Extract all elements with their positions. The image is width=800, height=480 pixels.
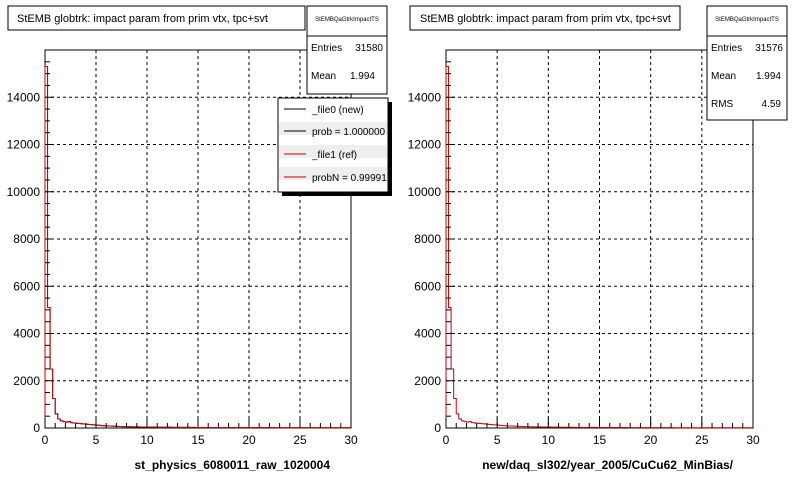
x-tick-label: 10 (140, 433, 154, 447)
y-tick-label: 0 (33, 421, 40, 435)
x-tick-label: 20 (242, 433, 256, 447)
stats-box-left: StEMBQaGtrkImpactTS Entries 31580 Mean 1… (306, 5, 388, 95)
y-tick-label: 2000 (414, 374, 441, 388)
title-left: StEMB globtrk: impact param from prim vt… (17, 13, 268, 25)
y-tick-label: 8000 (13, 232, 40, 246)
x-tick-label: 0 (42, 433, 49, 447)
y-tick-label: 4000 (414, 327, 441, 341)
stats-entries-value-left: 31580 (355, 43, 383, 54)
y-tick-label: 12000 (7, 138, 41, 152)
title-box-left (7, 5, 306, 31)
x-tick-label: 5 (494, 433, 501, 447)
y-tick-label: 0 (434, 421, 441, 435)
stats-rms-value-right: 4.59 (762, 99, 782, 110)
stats-name-left: StEMBQaGtrkImpactTS (315, 17, 379, 23)
stats-mean-label-right: Mean (711, 71, 736, 82)
x-tick-label: 5 (93, 433, 100, 447)
legend-label-probN: probN = 0.99991 (312, 173, 387, 184)
x-tick-label: 15 (593, 433, 607, 447)
x-tick-label: 25 (293, 433, 307, 447)
y-tick-label: 8000 (414, 232, 441, 246)
y-tick-label: 6000 (13, 279, 40, 293)
axis-ticks-right: 0 5 10 15 20 25 30 0 2000 4000 6000 8000 10000 12000 1… (408, 61, 760, 447)
stats-rms-label-right: RMS (711, 99, 734, 110)
y-tick-label: 4000 (13, 327, 40, 341)
x-tick-label: 15 (191, 433, 205, 447)
title-right: StEMB globtrk: impact param from prim vt… (420, 13, 671, 25)
stats-entries-label-left: Entries (311, 43, 342, 54)
x-tick-label: 25 (695, 433, 709, 447)
x-tick-label: 30 (344, 433, 358, 447)
x-tick-label: 10 (542, 433, 556, 447)
stats-box-right: StEMBQaGtrkImpactTS Entries 31576 Mean 1… (706, 5, 788, 121)
y-tick-label: 6000 (414, 279, 441, 293)
y-tick-label: 14000 (408, 90, 442, 104)
legend-label-file0: _file0 (new) (311, 105, 364, 116)
y-tick-label: 2000 (13, 374, 40, 388)
stats-mean-value-right: 1.994 (756, 71, 781, 82)
pad-left: 0 5 10 15 20 25 30 0 2000 4000 6000 8000 10000 12000 1… (7, 5, 392, 472)
title-box-right (409, 5, 681, 31)
x-tick-label: 30 (746, 433, 760, 447)
pad-right: 0 5 10 15 20 25 30 0 2000 4000 6000 8000 10000 12000 1… (408, 5, 788, 472)
y-tick-label: 10000 (7, 185, 41, 199)
y-tick-label: 10000 (408, 185, 442, 199)
y-tick-label: 12000 (408, 138, 442, 152)
legend-left: _file0 (new) prob = 1.000000 _file1 (ref… (277, 97, 392, 196)
stats-mean-value-left: 1.994 (350, 71, 375, 82)
stats-name-right: StEMBQaGtrkImpactTS (715, 17, 779, 23)
legend-label-prob: prob = 1.000000 (312, 127, 386, 138)
x-axis-label-left: st_physics_6080011_raw_1020004 (134, 458, 330, 472)
x-tick-label: 0 (443, 433, 450, 447)
y-tick-label: 14000 (7, 90, 41, 104)
grid-right (446, 50, 753, 428)
x-axis-label-right: new/daq_sl302/year_2005/CuCu62_MinBias/ (482, 458, 733, 472)
legend-label-file1: _file1 (ref) (311, 150, 357, 161)
stats-entries-label-right: Entries (711, 43, 742, 54)
x-tick-label: 20 (644, 433, 658, 447)
stats-mean-label-left: Mean (311, 71, 336, 82)
axis-ticks-left: 0 5 10 15 20 25 30 0 2000 4000 6000 8000 10000 12000 1… (7, 61, 358, 447)
stats-entries-value-right: 31576 (755, 43, 783, 54)
